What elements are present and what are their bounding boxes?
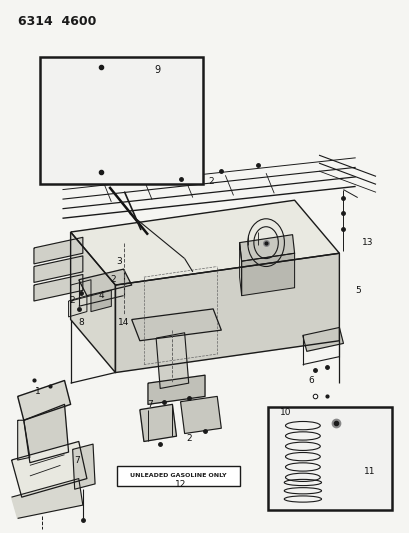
- Polygon shape: [91, 290, 111, 312]
- Polygon shape: [72, 444, 95, 489]
- Text: 6314  4600: 6314 4600: [18, 14, 96, 28]
- Polygon shape: [239, 235, 294, 261]
- Text: 11: 11: [363, 466, 375, 475]
- Bar: [117, 466, 239, 486]
- Text: 7: 7: [74, 456, 79, 465]
- Text: 3: 3: [116, 257, 122, 265]
- Text: 2: 2: [185, 434, 191, 443]
- Polygon shape: [11, 441, 87, 497]
- Bar: [40, 57, 202, 184]
- Text: 5: 5: [354, 286, 360, 295]
- Polygon shape: [139, 405, 176, 441]
- Text: 10: 10: [279, 408, 290, 417]
- Polygon shape: [34, 274, 83, 301]
- Polygon shape: [64, 93, 146, 120]
- Text: 7: 7: [147, 400, 153, 409]
- Text: UNLEADED GASOLINE ONLY: UNLEADED GASOLINE ONLY: [130, 473, 226, 479]
- Text: 2: 2: [70, 296, 75, 305]
- Text: 6: 6: [307, 376, 313, 385]
- Polygon shape: [79, 269, 131, 296]
- Text: 4: 4: [98, 291, 104, 300]
- Polygon shape: [34, 256, 83, 282]
- Polygon shape: [18, 420, 30, 460]
- Text: 2: 2: [110, 275, 116, 284]
- Polygon shape: [148, 375, 204, 405]
- Polygon shape: [131, 309, 221, 341]
- Polygon shape: [115, 253, 339, 373]
- Polygon shape: [302, 327, 343, 351]
- Polygon shape: [156, 333, 188, 389]
- Polygon shape: [34, 237, 83, 264]
- Text: 14: 14: [117, 318, 129, 327]
- Text: 12: 12: [175, 480, 186, 489]
- Polygon shape: [11, 479, 83, 519]
- Text: 9: 9: [154, 65, 160, 75]
- Polygon shape: [18, 381, 70, 420]
- Text: 8: 8: [78, 318, 83, 327]
- Polygon shape: [180, 397, 221, 433]
- Polygon shape: [70, 232, 115, 373]
- Text: 2: 2: [208, 177, 213, 186]
- Polygon shape: [70, 200, 339, 285]
- Polygon shape: [366, 415, 390, 438]
- Polygon shape: [241, 253, 294, 296]
- Text: 13: 13: [361, 238, 373, 247]
- Bar: [267, 407, 391, 511]
- Text: 1: 1: [35, 386, 41, 395]
- Polygon shape: [24, 405, 68, 463]
